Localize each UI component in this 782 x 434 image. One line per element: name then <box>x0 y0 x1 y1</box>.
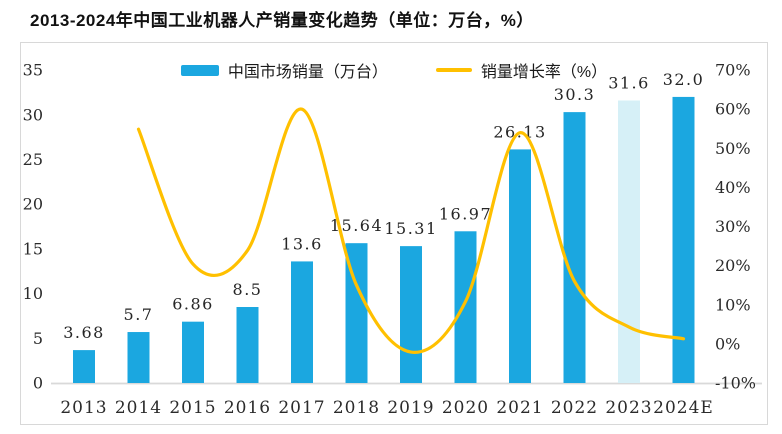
x-axis-label-2015: 2015 <box>169 398 216 418</box>
bar-label-2020: 16.97 <box>439 204 492 223</box>
y-axis-left-tick: 5 <box>33 329 43 348</box>
x-axis-label-2014: 2014 <box>115 398 162 418</box>
x-axis-label-2022: 2022 <box>551 398 598 418</box>
legend-label-sales: 中国市场销量（万台） <box>227 64 388 81</box>
bar-label-2018: 15.64 <box>330 216 383 235</box>
y-axis-left-tick: 0 <box>33 374 43 393</box>
x-axis-label-2021: 2021 <box>496 398 543 418</box>
bar-2021 <box>509 149 531 383</box>
y-axis-left-tick: 15 <box>23 239 43 258</box>
bar-2024E <box>672 96 695 384</box>
bar-2014 <box>127 332 150 383</box>
y-axis-left-tick: 35 <box>23 61 43 80</box>
growth-rate-line <box>136 107 686 354</box>
bar-label-2014: 5.7 <box>124 305 154 324</box>
bar-label-2022: 30.3 <box>554 85 596 104</box>
bar-2013 <box>73 350 95 383</box>
x-axis-label-2019: 2019 <box>387 398 434 418</box>
y-axis-left-tick: 10 <box>23 284 43 303</box>
y-axis-left-tick: 30 <box>23 105 43 124</box>
chart-title: 2013-2024年中国工业机器人产销量变化趋势（单位：万台，%） <box>30 11 534 30</box>
y-axis-right-tick: 20% <box>715 256 751 275</box>
line-series-swatch-icon <box>435 68 472 72</box>
bar-series-swatch-icon <box>180 64 219 76</box>
y-axis-right-tick: 30% <box>715 217 751 236</box>
y-axis-right-tick: 10% <box>715 295 751 314</box>
y-axis-left-tick: 20 <box>23 195 43 214</box>
x-axis-label-2023: 2023 <box>605 398 652 418</box>
bar-2017 <box>291 261 313 383</box>
chart-area: 0 5 10 15 20 25 30 35 -10% 0% 10% 20% 30% 40% 50% 60% 70… <box>20 42 768 425</box>
x-axis-label-2018: 2018 <box>333 398 380 418</box>
bar-label-2015: 6.86 <box>172 295 214 314</box>
bar-label-2023: 31.6 <box>608 73 650 92</box>
bar-label-2016: 8.5 <box>233 280 263 299</box>
bar-label-2019: 15.31 <box>384 219 437 238</box>
y-axis-right-tick: 0% <box>715 334 740 353</box>
bar-2023 <box>618 100 640 383</box>
legend-item-sales: 中国市场销量（万台） <box>180 58 388 82</box>
legend-item-growth: 销量增长率（%） <box>435 58 608 82</box>
y-axis-left-tick: 25 <box>23 150 43 169</box>
bar-2019 <box>400 246 422 383</box>
bar-label-2024E: 32.0 <box>663 70 705 89</box>
x-axis-label-2020: 2020 <box>442 398 489 418</box>
bar-2016 <box>236 307 259 383</box>
y-axis-right-tick: 50% <box>715 139 751 158</box>
bar-2020 <box>454 231 477 383</box>
x-axis-label-2013: 2013 <box>60 398 107 418</box>
bar-2018 <box>345 243 368 383</box>
bar-2022 <box>563 112 586 384</box>
y-axis-right-tick: 60% <box>715 100 751 119</box>
bar-label-2013: 3.68 <box>63 323 105 342</box>
x-axis-label-2024E: 2024E <box>653 398 714 418</box>
x-axis-label-2016: 2016 <box>224 398 271 418</box>
y-axis-right-tick: 40% <box>715 178 751 197</box>
legend-label-growth: 销量增长率（%） <box>480 64 608 81</box>
plot-area: 0 5 10 15 20 25 30 35 -10% 0% 10% 20% 30% 40% 50% 60% 70… <box>23 61 762 418</box>
bar-2015 <box>182 321 204 383</box>
legend: 中国市场销量（万台） 销量增长率（%） <box>21 58 767 82</box>
bar-label-2017: 13.6 <box>281 234 323 253</box>
x-axis-label-2017: 2017 <box>278 398 325 418</box>
y-axis-right-tick: 70% <box>715 61 751 80</box>
y-axis-right-tick: -10% <box>715 374 756 393</box>
